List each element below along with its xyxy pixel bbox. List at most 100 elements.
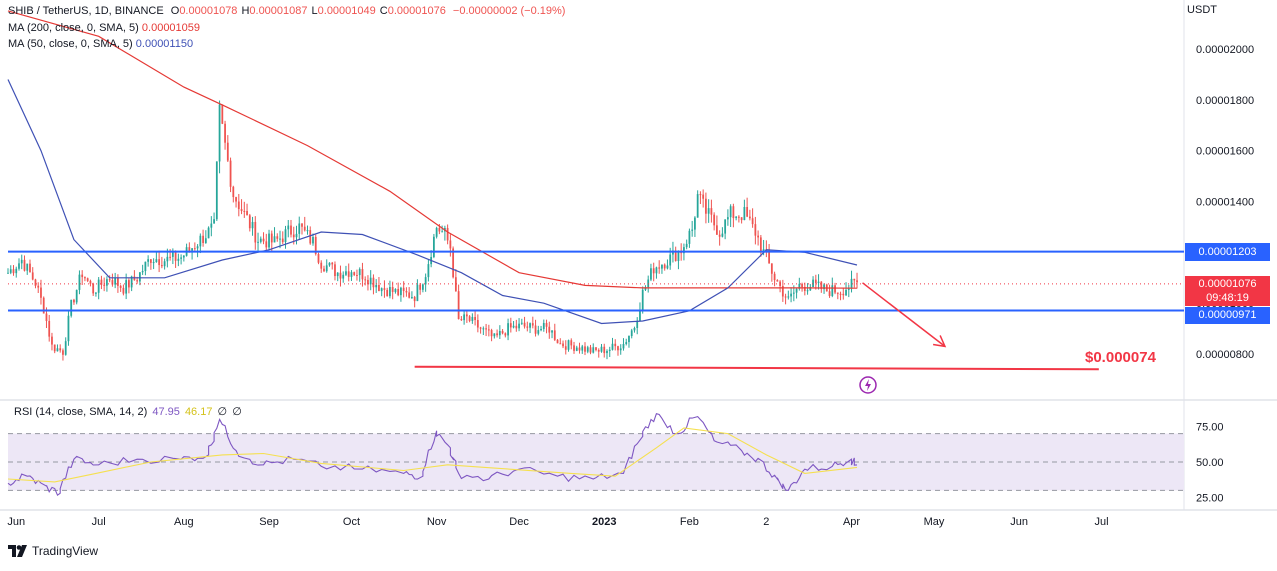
candle-body xyxy=(694,217,696,230)
candle-body xyxy=(595,347,597,351)
candle-body xyxy=(842,293,845,296)
candle-body xyxy=(773,273,776,281)
candle-body xyxy=(790,293,792,297)
candle-body xyxy=(53,344,56,352)
candle-body xyxy=(518,323,520,329)
time-tick-label: Dec xyxy=(509,516,529,528)
candle-body xyxy=(84,277,86,279)
candle-body xyxy=(432,236,435,258)
candle-body xyxy=(331,262,334,265)
candle-body xyxy=(628,336,630,343)
candle-body xyxy=(548,326,551,333)
candle-body xyxy=(716,225,718,235)
candle-body xyxy=(364,279,367,281)
candle-body xyxy=(490,330,493,337)
candle-body xyxy=(276,236,279,239)
candle-body xyxy=(29,263,31,273)
candle-body xyxy=(803,286,806,291)
candle-body xyxy=(452,248,455,278)
tradingview-brand[interactable]: TradingView xyxy=(8,544,98,558)
candle-body xyxy=(62,350,64,355)
candle-body xyxy=(372,277,375,288)
candle-body xyxy=(691,229,694,231)
candle-body xyxy=(559,343,562,345)
candle-body xyxy=(603,346,606,354)
candle-body xyxy=(7,272,9,274)
candle-body xyxy=(751,218,754,225)
candle-body xyxy=(397,288,400,296)
ma200-legend[interactable]: MA (200, close, 0, SMA, 5) 0.00001059 xyxy=(8,21,200,36)
candle-body xyxy=(735,216,738,219)
candle-body xyxy=(567,340,570,350)
time-tick-label: Nov xyxy=(427,516,447,528)
tradingview-text: TradingView xyxy=(32,544,99,558)
ma200-label: MA (200, close, 0, SMA, 5) xyxy=(8,22,139,34)
candle-body xyxy=(545,322,548,327)
candle-body xyxy=(644,287,647,290)
candle-body xyxy=(732,206,735,219)
candle-body xyxy=(149,259,152,263)
candle-body xyxy=(597,350,600,352)
rsi-legend[interactable]: RSI (14, close, SMA, 14, 2) 47.95 46.17 … xyxy=(14,405,244,418)
ohlc-value-l: 0.00001049 xyxy=(317,5,376,17)
candle-body xyxy=(37,285,40,288)
candle-body xyxy=(138,272,141,282)
candle-body xyxy=(155,259,158,263)
candle-body xyxy=(56,348,59,352)
lightning-icon[interactable] xyxy=(859,376,877,394)
candle-body xyxy=(158,259,161,266)
candle-body xyxy=(606,350,608,354)
candle-body xyxy=(828,291,831,296)
ma50-legend[interactable]: MA (50, close, 0, SMA, 5) 0.00001150 xyxy=(8,37,193,52)
candle-body xyxy=(617,346,619,351)
candle-body xyxy=(641,289,644,310)
candle-body xyxy=(531,323,534,326)
rsi-tick-label: 75.00 xyxy=(1196,422,1224,434)
candle-body xyxy=(416,284,419,302)
candle-body xyxy=(380,288,383,292)
upper-level-tag: 0.00001203 xyxy=(1185,243,1270,261)
time-tick-label: May xyxy=(924,516,945,528)
candle-body xyxy=(144,261,147,272)
candle-body xyxy=(202,235,204,243)
candle-body xyxy=(218,104,221,162)
candle-body xyxy=(685,243,688,248)
lower-level-tag: 0.00000971 xyxy=(1185,307,1270,324)
candle-body xyxy=(369,277,372,285)
ohlc-key-l: L xyxy=(311,5,318,17)
candle-body xyxy=(383,288,386,290)
candle-body xyxy=(358,269,361,276)
candle-body xyxy=(147,259,150,262)
candle-body xyxy=(509,323,512,328)
candle-body xyxy=(64,341,67,355)
current-price: 0.00001076 xyxy=(1198,278,1257,290)
candle-body xyxy=(40,287,42,298)
candle-body xyxy=(823,284,825,290)
candle-body xyxy=(95,292,97,294)
candle-body xyxy=(784,296,787,298)
candle-body xyxy=(661,264,663,269)
candle-body xyxy=(515,325,518,329)
candle-body xyxy=(564,346,567,350)
candle-body xyxy=(213,219,215,224)
candle-body xyxy=(441,231,444,233)
candle-body xyxy=(207,227,210,239)
candle-body xyxy=(345,271,347,275)
candle-body xyxy=(575,347,578,351)
candle-body xyxy=(106,279,108,286)
candle-body xyxy=(537,330,540,334)
candle-body xyxy=(427,264,430,278)
grid xyxy=(0,0,1277,511)
candle-body xyxy=(237,201,240,210)
candle-body xyxy=(361,269,364,280)
candle-body xyxy=(34,279,37,286)
candle-body xyxy=(375,285,378,288)
candle-body xyxy=(454,277,457,292)
symbol-legend: SHIB / TetherUS, 1D, BINANCE O0.00001078… xyxy=(8,4,565,19)
candle-body xyxy=(476,320,479,328)
candle-body xyxy=(520,322,523,324)
target-price-label[interactable]: $0.000074 xyxy=(1085,349,1156,366)
candle-body xyxy=(812,279,814,288)
candle-body xyxy=(551,330,553,333)
